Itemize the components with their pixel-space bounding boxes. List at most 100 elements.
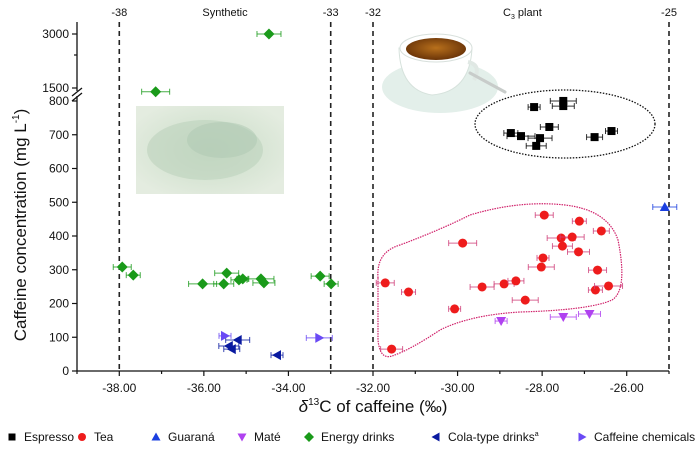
x-tick-label: -28.00 bbox=[525, 381, 559, 395]
data-point bbox=[380, 278, 390, 288]
y-tick-label: 400 bbox=[49, 229, 69, 243]
legend-marker bbox=[78, 433, 86, 441]
data-point bbox=[232, 334, 242, 345]
data-point bbox=[530, 103, 539, 112]
series-cola-type-drinks bbox=[218, 334, 284, 361]
tea-cluster-outline bbox=[377, 203, 623, 358]
data-point bbox=[496, 317, 507, 327]
espresso-cup-image bbox=[382, 33, 507, 113]
y-tick-label: 1500 bbox=[42, 81, 69, 95]
data-point bbox=[150, 86, 162, 98]
series-mat- bbox=[494, 309, 602, 327]
data-point bbox=[536, 134, 545, 143]
y-tick-label: 200 bbox=[49, 297, 69, 311]
data-point bbox=[593, 265, 603, 275]
data-point bbox=[127, 269, 139, 281]
legend-item: Guaraná bbox=[151, 430, 215, 444]
data-point bbox=[559, 96, 568, 105]
data-point bbox=[237, 273, 249, 285]
legend-marker bbox=[578, 432, 587, 442]
data-point bbox=[545, 122, 554, 131]
data-point bbox=[325, 278, 337, 290]
data-point bbox=[574, 247, 584, 257]
legend-label: Energy drinks bbox=[321, 430, 394, 444]
y-tick-label: 500 bbox=[49, 195, 69, 209]
y-axis-title: Caffeine concentration (mg L-1) bbox=[11, 109, 30, 342]
reference-line-label: -38 bbox=[111, 7, 127, 19]
series-energy-drinks bbox=[112, 28, 339, 290]
series-caffeine-chemicals bbox=[218, 330, 333, 343]
legend-marker bbox=[8, 433, 16, 441]
data-point bbox=[604, 281, 614, 291]
x-tick-label: -38.00 bbox=[102, 381, 136, 395]
data-point bbox=[584, 309, 595, 319]
legend-label: Tea bbox=[94, 430, 114, 444]
data-point bbox=[596, 226, 606, 236]
data-point bbox=[404, 287, 414, 297]
data-point bbox=[218, 278, 230, 290]
caffeine-powder-image bbox=[136, 106, 284, 194]
x-tick-label: -30.00 bbox=[441, 381, 475, 395]
data-point bbox=[197, 278, 209, 290]
axis-break-mark bbox=[71, 87, 83, 97]
data-point bbox=[226, 344, 236, 355]
region-label-c3-plant: C3 plant bbox=[503, 7, 542, 21]
series-guaran- bbox=[652, 201, 678, 211]
data-point bbox=[558, 313, 569, 322]
data-point bbox=[532, 141, 541, 150]
data-point bbox=[477, 282, 487, 292]
data-point bbox=[556, 233, 566, 243]
legend-item: Energy drinks bbox=[304, 430, 394, 444]
data-point bbox=[538, 253, 548, 263]
data-point bbox=[221, 267, 233, 279]
data-point bbox=[506, 129, 515, 138]
series-espresso bbox=[503, 96, 618, 150]
y-tick-label: 100 bbox=[49, 330, 69, 344]
data-point bbox=[116, 261, 128, 273]
data-point bbox=[567, 232, 577, 242]
legend-marker bbox=[151, 432, 161, 441]
legend-marker bbox=[237, 433, 247, 442]
legend-item: Espresso bbox=[8, 430, 74, 444]
legend-item: Tea bbox=[78, 430, 114, 444]
data-point bbox=[590, 285, 600, 295]
x-axis-title: δ13C of caffeine (‰) bbox=[299, 397, 448, 416]
data-point bbox=[659, 201, 670, 211]
y-tick-label: 600 bbox=[49, 162, 69, 176]
region-label-synthetic: Synthetic bbox=[202, 7, 248, 19]
data-point bbox=[450, 304, 460, 314]
data-point bbox=[258, 277, 270, 289]
x-tick-label: -36.00 bbox=[187, 381, 221, 395]
data-point bbox=[559, 102, 568, 111]
data-point bbox=[387, 344, 397, 354]
data-point bbox=[590, 133, 599, 142]
data-point bbox=[517, 132, 525, 141]
data-point bbox=[574, 216, 584, 226]
data-point bbox=[458, 238, 468, 248]
legend-item: Caffeine chemicals bbox=[578, 430, 695, 444]
data-point bbox=[315, 332, 325, 343]
reference-line-label: -32 bbox=[365, 7, 381, 19]
reference-line-label: -33 bbox=[323, 7, 339, 19]
legend-label: Caffeine chemicals bbox=[594, 430, 695, 444]
data-point bbox=[539, 210, 549, 220]
y-tick-label: 300 bbox=[49, 263, 69, 277]
legend-item: Maté bbox=[237, 430, 281, 444]
data-point bbox=[520, 295, 530, 305]
y-tick-label: 3000 bbox=[42, 27, 69, 41]
x-tick-label: -26.00 bbox=[610, 381, 644, 395]
legend-label: Maté bbox=[254, 430, 281, 444]
legend-marker bbox=[304, 432, 314, 442]
legend-label: Guaraná bbox=[168, 430, 215, 444]
data-point bbox=[221, 330, 230, 341]
data-point bbox=[272, 350, 282, 361]
legend-item: Cola-type drinksa bbox=[431, 430, 539, 444]
legend-label: Espresso bbox=[24, 430, 74, 444]
y-tick-label: 0 bbox=[62, 364, 69, 378]
espresso-cluster-ellipse bbox=[474, 89, 656, 159]
data-point bbox=[499, 279, 509, 289]
legend-label: Cola-type drinksa bbox=[448, 430, 539, 444]
data-point bbox=[536, 262, 546, 272]
y-tick-label: 800 bbox=[49, 94, 69, 108]
